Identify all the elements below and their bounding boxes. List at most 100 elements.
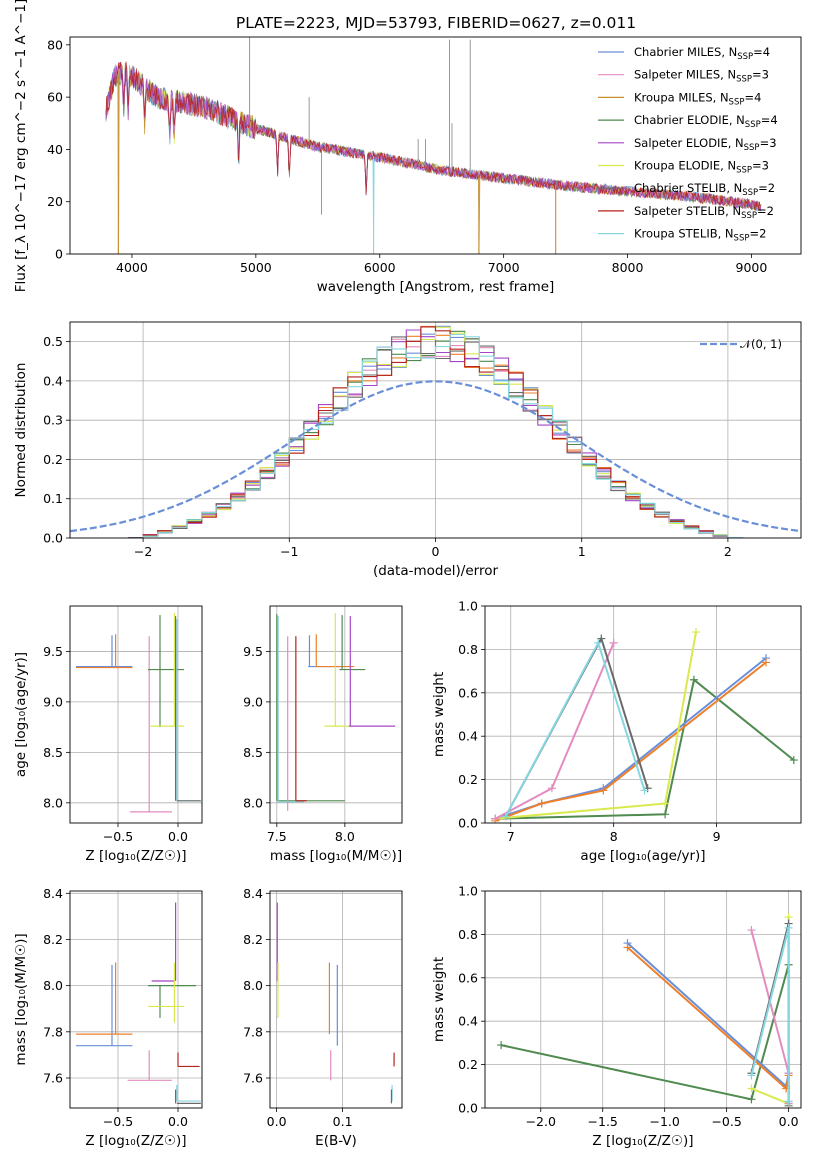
x-axis-label: Z [log₁₀(Z/Z☉)]	[592, 1133, 693, 1149]
weight-point-marker	[747, 926, 756, 935]
y-tick-label: 80	[47, 37, 63, 52]
y-tick-label: 0	[55, 247, 63, 262]
weight-series-line	[500, 964, 790, 1106]
y-tick-label: 1.0	[458, 599, 478, 614]
weight-point-marker	[594, 638, 603, 647]
y-tick-label: 9.0	[43, 694, 63, 709]
x-tick-label: 4000	[116, 260, 148, 275]
y-tick-label: 8.0	[243, 978, 263, 993]
x-tick-label: 6000	[364, 260, 396, 275]
x-tick-label: −0.5	[103, 829, 133, 844]
y-axis-label: age [log₁₀(age/yr)]	[13, 652, 29, 777]
weight-point-marker	[547, 784, 556, 793]
x-tick-label: −1.5	[588, 1114, 618, 1129]
axes-frame	[484, 890, 802, 1109]
y-tick-label: 1.0	[458, 884, 478, 899]
plot-area	[270, 891, 402, 1108]
residual-histogram	[127, 329, 729, 538]
mass-weight-vs-age-panel: 7 8 9 0.0 0.2 0.4 0.6 0.8 1.0 age [log₁₀(age/yr)]…	[431, 599, 802, 864]
legend-entry: Salpeter ELODIE, NSSP=3	[634, 136, 777, 153]
spectrum-series-line	[105, 61, 762, 211]
x-axis-label: Z [log₁₀(Z/Z☉)]	[85, 1133, 186, 1149]
axes-frame	[69, 890, 203, 1109]
weight-point-marker	[692, 628, 701, 637]
y-tick-label: 0.5	[43, 334, 63, 349]
mass-vs-metallicity-panel: −0.5 0.0 7.6 7.8 8.0 8.2 8.4 Z [log₁₀(Z/Z☉)] mas…	[13, 886, 203, 1149]
weight-point-marker	[784, 923, 793, 932]
x-axis-label: wavelength [Angstrom, rest frame]	[317, 279, 555, 295]
y-tick-label: 8.5	[43, 745, 63, 760]
x-tick-label: 0.1	[333, 1114, 353, 1129]
legend-entry: Salpeter MILES, NSSP=3	[634, 68, 769, 85]
x-tick-label: −1.0	[650, 1114, 680, 1129]
weight-series-line	[494, 661, 767, 822]
y-tick-label: 9.0	[243, 694, 263, 709]
y-tick-label: 0.4	[458, 729, 478, 744]
y-tick-label: 0.2	[43, 452, 63, 467]
figure-title: PLATE=2223, MJD=53793, FIBERID=0627, z=0…	[236, 14, 636, 32]
axes-frame	[484, 605, 802, 824]
spectrum-panel: 4000 5000 6000 7000 8000 9000 0 20 40 60 80 wavelen…	[13, 0, 802, 295]
y-tick-label: 20	[47, 194, 63, 209]
weight-point-marker	[789, 756, 798, 765]
weight-series-line	[504, 640, 646, 817]
x-tick-label: −2	[134, 544, 152, 559]
x-axis-label: E(B-V)	[315, 1133, 357, 1149]
x-tick-label: 0.0	[168, 1114, 188, 1129]
y-tick-label: 7.8	[43, 1024, 63, 1039]
axes-frame	[69, 605, 203, 824]
x-tick-label: 7	[507, 829, 515, 844]
age-vs-metallicity-panel: −0.5 0.0 8.0 8.5 9.0 9.5 Z [log₁₀(Z/Z☉)] age [l…	[13, 605, 203, 864]
x-axis-label: age [log₁₀(age/yr)]	[580, 848, 705, 864]
x-tick-label: 8.0	[335, 829, 355, 844]
y-tick-label: 0.6	[458, 685, 478, 700]
weight-point-marker	[640, 786, 649, 795]
x-tick-label: 1	[578, 544, 586, 559]
legend-entry: Chabrier ELODIE, NSSP=4	[634, 113, 778, 130]
y-tick-label: 0.1	[43, 491, 63, 506]
y-tick-label: 8.0	[43, 795, 63, 810]
x-tick-label: 9000	[736, 260, 768, 275]
legend-entry: Kroupa MILES, NSSP=4	[634, 90, 761, 107]
weight-point-marker	[597, 634, 606, 643]
y-tick-label: 40	[47, 142, 63, 157]
x-tick-label: −0.5	[711, 1114, 741, 1129]
legend-entry: Salpeter STELIB, NSSP=2	[634, 204, 774, 221]
y-axis-label: Normed distribution	[13, 363, 29, 498]
y-tick-label: 7.6	[243, 1070, 263, 1085]
plot-area	[70, 891, 202, 1108]
residual-histogram	[127, 333, 744, 538]
x-tick-label: 8	[610, 829, 618, 844]
legend-entry: Chabrier MILES, NSSP=4	[634, 45, 770, 62]
weight-point-marker	[623, 943, 632, 952]
y-tick-label: 7.6	[43, 1070, 63, 1085]
y-tick-label: 8.2	[243, 932, 263, 947]
weight-point-marker	[784, 1097, 793, 1106]
x-axis-label: (data-model)/error	[373, 563, 499, 579]
y-tick-label: 8.2	[43, 932, 63, 947]
axes-frame	[269, 605, 403, 824]
legend-entry: Kroupa ELODIE, NSSP=3	[634, 159, 769, 176]
axes-frame	[69, 36, 802, 255]
weight-point-marker	[762, 658, 771, 667]
plot-area	[485, 891, 801, 1108]
weight-point-marker	[497, 1041, 506, 1050]
legend-entry: 𝒩(0, 1)	[740, 337, 782, 351]
spectrum-legend: Chabrier MILES, NSSP=4 Salpeter MILES, NS…	[598, 45, 778, 244]
weight-series-line	[494, 657, 767, 820]
weight-point-marker	[609, 638, 618, 647]
legend-entry: Chabrier STELIB, NSSP=2	[634, 181, 775, 198]
y-axis-label: Flux [f_λ 10^−17 erg cm^−2 s^−1 A^−1]	[13, 0, 29, 292]
weight-point-marker	[747, 1071, 756, 1080]
x-axis-label: Z [log₁₀(Z/Z☉)]	[85, 848, 186, 864]
plot-area	[105, 37, 762, 254]
x-tick-label: 7.5	[267, 829, 287, 844]
weight-point-marker	[747, 1084, 756, 1093]
weight-series-line	[504, 635, 649, 817]
y-tick-label: 0.4	[458, 1014, 478, 1029]
weight-point-marker	[747, 1095, 756, 1104]
weight-point-marker	[491, 814, 500, 823]
plot-area	[485, 606, 801, 823]
x-tick-label: 0	[432, 544, 440, 559]
y-tick-label: 0.0	[458, 1101, 478, 1116]
